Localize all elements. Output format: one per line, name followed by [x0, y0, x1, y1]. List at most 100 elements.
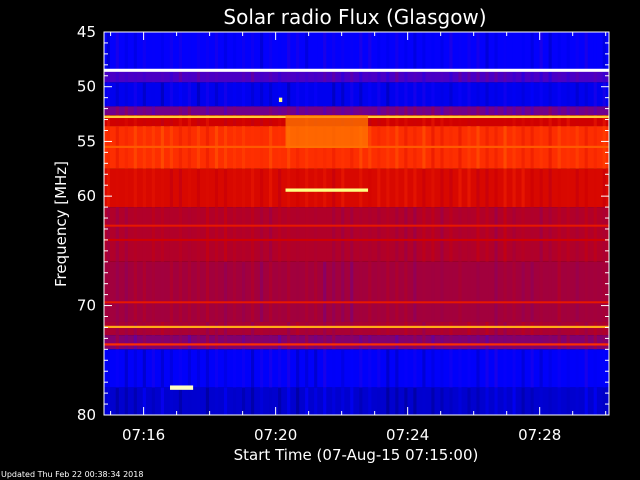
x-axis-title: Start Time (07-Aug-15 07:15:00): [234, 446, 479, 464]
band-1-streak: [205, 69, 210, 83]
band-9-streak: [575, 321, 579, 336]
band-4-streak: [539, 115, 543, 127]
band-11-streak: [214, 349, 219, 388]
band-12-streak: [133, 387, 137, 415]
band-1-streak: [512, 69, 516, 83]
band-7-streak: [332, 207, 336, 262]
band-11-streak: [494, 349, 498, 388]
band-3-streak: [368, 106, 372, 116]
band-6-streak: [440, 168, 444, 208]
band-12-streak: [124, 387, 128, 415]
band-6-streak: [584, 168, 588, 208]
plot-frame: [103, 31, 610, 416]
spectrogram-heatmap: [104, 32, 609, 415]
band-3-streak: [160, 106, 164, 116]
band-2-streak: [602, 82, 606, 107]
band-2-streak: [260, 82, 264, 107]
band-0-streak: [386, 32, 390, 70]
band-4-streak: [223, 115, 228, 127]
band-4-streak: [250, 115, 255, 127]
band-2-streak: [440, 82, 444, 107]
band-7-streak: [602, 207, 606, 262]
band-9-streak: [287, 321, 291, 336]
band-11-streak: [359, 349, 363, 388]
band-9-streak: [476, 321, 480, 336]
band-1-streak: [160, 69, 164, 83]
band-10-streak: [151, 335, 155, 350]
band-7-streak: [106, 207, 110, 262]
band-7-streak: [440, 207, 444, 262]
band-3-streak: [151, 106, 155, 116]
band-9-streak: [485, 321, 489, 336]
chart-title: Solar radio Flux (Glasgow): [223, 5, 486, 29]
band-10-streak: [142, 335, 146, 350]
band-8-streak: [196, 261, 201, 322]
band-12-streak: [377, 387, 381, 415]
band-2-streak: [368, 82, 372, 107]
band-3-streak: [395, 106, 399, 116]
band-9-streak: [422, 321, 426, 336]
band-3: [104, 106, 609, 116]
band-2-streak: [305, 82, 309, 107]
band-12-streak: [269, 387, 273, 415]
band-1-streak: [169, 69, 173, 83]
band-12-streak: [260, 387, 264, 415]
band-1-streak: [602, 69, 606, 83]
band-11-streak: [503, 349, 507, 388]
band-6-streak: [467, 168, 471, 208]
band-12-streak: [476, 387, 480, 415]
band-12-streak: [368, 387, 372, 415]
band-6-streak: [205, 168, 210, 208]
band-9-streak: [359, 321, 363, 336]
band-9-streak: [332, 321, 336, 336]
band-12-streak: [250, 387, 255, 415]
band-1-streak: [287, 69, 291, 83]
band-10-streak: [530, 335, 534, 350]
band-9-streak: [593, 321, 597, 336]
band-6-streak: [368, 168, 372, 208]
band-1-streak: [115, 69, 119, 83]
band-9-streak: [142, 321, 146, 336]
band-0-streak: [584, 32, 588, 70]
band-3-streak: [566, 106, 570, 116]
band-12-streak: [223, 387, 228, 415]
band-3-streak: [332, 106, 336, 116]
band-12-streak: [169, 387, 173, 415]
band-11-streak: [278, 349, 282, 388]
band-6-streak: [178, 168, 183, 208]
band-6-streak: [305, 168, 309, 208]
band-1-streak: [278, 69, 282, 83]
band-0-streak: [287, 32, 291, 70]
band-0-streak: [106, 32, 110, 70]
band-10-streak: [359, 335, 363, 350]
band-9-streak: [106, 321, 110, 336]
x-tick-label: 07:20: [254, 426, 297, 444]
band-8-streak: [223, 261, 228, 322]
band-3-streak: [449, 106, 453, 116]
band-0-streak: [115, 32, 119, 70]
band-7-streak: [422, 207, 426, 262]
band-7-streak: [431, 207, 435, 262]
band-7-streak: [260, 207, 264, 262]
band-3-streak: [503, 106, 507, 116]
band-12-streak: [521, 387, 525, 415]
band-10-streak: [386, 335, 390, 350]
band-3-streak: [314, 106, 318, 116]
band-8-streak: [476, 261, 480, 322]
band-4-streak: [377, 115, 381, 127]
band-0-streak: [521, 32, 525, 70]
band-1-streak: [178, 69, 183, 83]
band-9-streak: [115, 321, 119, 336]
band-1-streak: [341, 69, 345, 83]
band-7-streak: [232, 207, 237, 262]
band-11-streak: [458, 349, 462, 388]
band-12-streak: [512, 387, 516, 415]
band-11-streak: [467, 349, 471, 388]
band-1-streak: [557, 69, 561, 83]
band-3-streak: [584, 106, 588, 116]
band-4-streak: [584, 115, 588, 127]
band-7-streak: [223, 207, 228, 262]
band-9-streak: [269, 321, 273, 336]
band-2-streak: [377, 82, 381, 107]
band-4-streak: [593, 115, 597, 127]
